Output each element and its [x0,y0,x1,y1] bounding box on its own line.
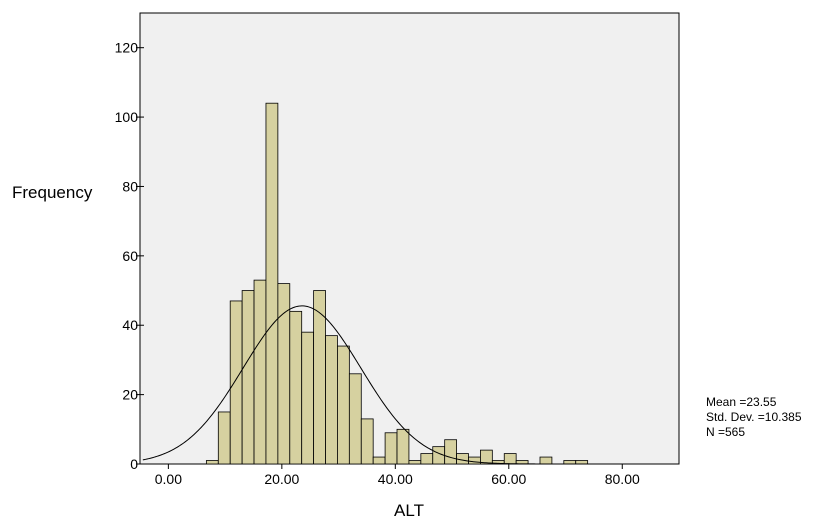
histogram-bar-21 [456,453,469,465]
y-tick-label-2: 40 [122,317,138,333]
histogram-bar-4 [253,279,267,465]
histogram-bar-17 [408,460,422,465]
x-axis-ticks: 0.00 20.00 40.00 60.00 80.00 [155,464,640,487]
stat-mean: Mean =23.55 [706,395,777,409]
histogram-bar-3 [241,290,255,465]
histogram-bar-7 [289,310,303,465]
histogram-bar-13 [360,418,374,465]
plot-area [139,12,680,465]
histogram-bar-16 [396,428,410,465]
histogram-bar-10 [325,335,338,465]
stats-box: Mean =23.55 Std. Dev. =10.385 N =565 [706,395,802,440]
histogram-bar-14 [372,456,386,465]
histogram-bar-2 [229,300,243,465]
x-axis-label: ALT [394,501,424,520]
normal-curve [142,305,677,465]
histogram-bar-1 [217,411,231,465]
x-tick-label-1: 20.00 [264,471,299,487]
histogram-bar-0 [205,460,219,465]
histogram-bar-12 [348,373,362,465]
histogram-bar-15 [384,432,398,465]
histogram-bar-31 [575,460,589,465]
stat-std-dev: Std. Dev. =10.385 [706,410,802,424]
histogram-bar-23 [480,449,493,465]
y-tick-label-6: 120 [115,40,139,56]
y-tick-label-5: 100 [115,109,139,125]
y-tick-label-1: 20 [122,387,138,403]
y-axis-ticks: 0 20 40 60 80 100 120 [115,40,144,472]
x-tick-label-3: 60.00 [491,471,526,487]
y-tick-label-4: 80 [122,178,138,194]
histogram-bar-18 [420,453,434,465]
y-tick-label-3: 60 [122,248,138,264]
histogram-bar-20 [444,439,457,465]
histogram-bar-28 [539,456,553,465]
histogram-bar-22 [468,456,481,465]
histogram-bars [205,102,589,465]
y-axis-label: Frequency [12,183,93,202]
histogram-bar-5 [265,102,279,465]
x-tick-label-0: 0.00 [155,471,182,487]
x-tick-label-2: 40.00 [378,471,413,487]
y-tick-label-0: 0 [130,456,138,472]
histogram-bar-25 [503,453,517,465]
histogram-bar-30 [563,460,577,465]
stat-n: N =565 [706,425,746,439]
histogram-bar-8 [301,331,315,465]
histogram-bar-11 [337,345,350,465]
x-tick-label-4: 80.00 [605,471,640,487]
